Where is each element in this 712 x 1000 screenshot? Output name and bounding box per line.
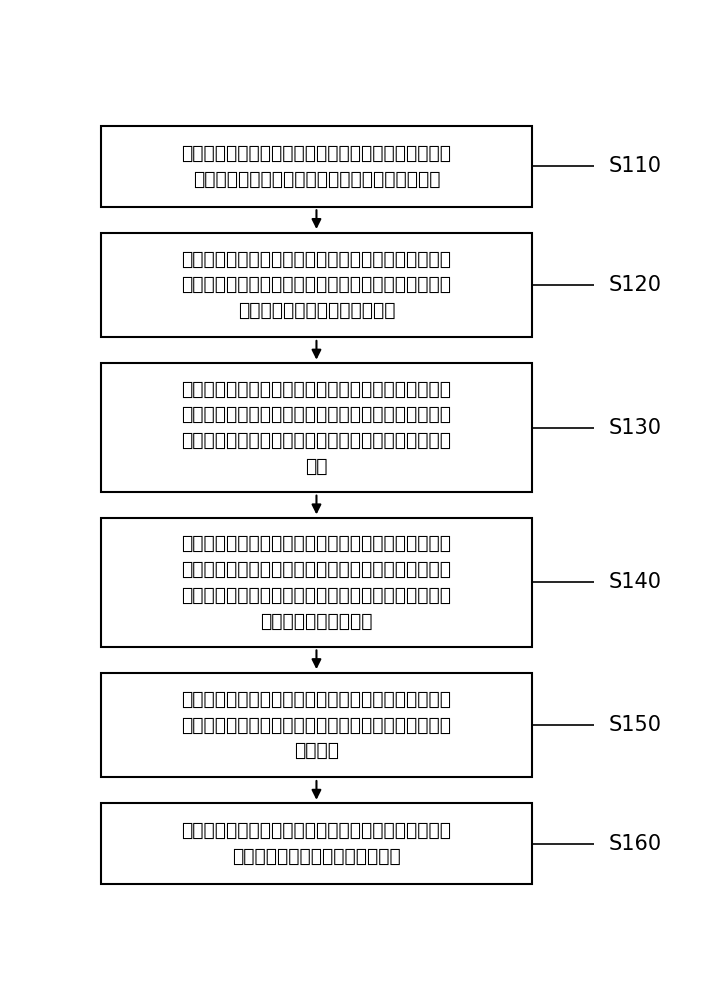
Bar	[100, 518, 533, 647]
Bar	[100, 126, 533, 207]
Text: S130: S130	[608, 418, 661, 438]
Text: 在第二溶剂流经第一混合溶液的液面的同时，检测反应
室的不同深度处的初始反射光强，根据不同深度处的初
始反射光强，计算第一混合溶液和第二溶剂的交界面的
位置: 在第二溶剂流经第一混合溶液的液面的同时，检测反应 室的不同深度处的初始反射光强，…	[182, 379, 451, 476]
Text: 根据不同相对深度处的实时反射光强，建立每个相对深
度处的反射光强与时间的关系曲线: 根据不同相对深度处的实时反射光强，建立每个相对深 度处的反射光强与时间的关系曲线	[182, 821, 451, 866]
Text: 提供反应室，反应室内承装有第一混合溶液，第一混合
溶液包括第一溶剂及溶解于第一溶剂中的第一单体: 提供反应室，反应室内承装有第一混合溶液，第一混合 溶液包括第一溶剂及溶解于第一溶…	[182, 144, 451, 189]
Text: S160: S160	[608, 834, 661, 854]
Text: 向反应室中通入第二溶剂，以使第二溶剂流经第一混合
溶液的液面，第二溶剂与第一溶剂不相溶，且第二溶剂
的密度小于第一混合溶液的密度: 向反应室中通入第二溶剂，以使第二溶剂流经第一混合 溶液的液面，第二溶剂与第一溶剂…	[182, 250, 451, 320]
Text: S140: S140	[608, 572, 661, 592]
Bar	[100, 803, 533, 884]
Bar	[100, 233, 533, 337]
Bar	[100, 363, 533, 492]
Text: S110: S110	[608, 156, 661, 176]
Text: S150: S150	[608, 715, 661, 735]
Bar	[100, 673, 533, 777]
Text: 向反应室中通入第二混合溶液，并使第二混合溶液流经
第一混合溶液的液面，同时检测反应室的不同深度处的
实时反射光强，第二混合溶液中包含第二溶剂和溶解于
第二溶剂中: 向反应室中通入第二混合溶液，并使第二混合溶液流经 第一混合溶液的液面，同时检测反…	[182, 534, 451, 631]
Text: S120: S120	[608, 275, 661, 295]
Text: 根据交界面的位置和不同深度处的实时反射光强，计算
不同相对深度处的实时反射光强，相对深度为相对交界
面的深度: 根据交界面的位置和不同深度处的实时反射光强，计算 不同相对深度处的实时反射光强，…	[182, 690, 451, 760]
